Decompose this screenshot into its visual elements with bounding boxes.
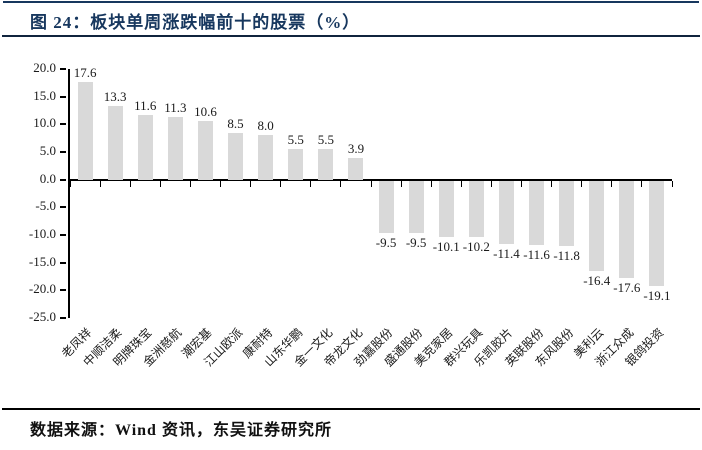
- y-axis-tick: [60, 289, 66, 292]
- bar-value-label: 10.6: [194, 104, 217, 119]
- bar-value-label: 5.5: [317, 132, 334, 148]
- y-axis-tick-label: 20.0: [33, 60, 56, 75]
- x-axis-tick: [490, 180, 492, 187]
- figure-title: 图 24：板块单周涨跌幅前十的股票（%）: [30, 13, 361, 32]
- x-axis-tick: [189, 180, 191, 187]
- x-axis-tick: [69, 180, 71, 187]
- y-axis-tick-label: 10.0: [33, 115, 56, 131]
- bar: [77, 82, 93, 180]
- title-divider: [2, 35, 700, 37]
- bar: [318, 149, 334, 180]
- bar-value-label: 8.0: [257, 118, 274, 134]
- bar: [288, 149, 304, 180]
- x-axis-tick: [159, 180, 161, 187]
- x-axis-tick: [220, 180, 221, 187]
- bar-value-label: -16.4: [583, 273, 611, 289]
- y-axis-tick-label: -10.0: [28, 226, 56, 241]
- bar-value-label: 3.9: [347, 141, 365, 157]
- y-axis-tick: [60, 317, 66, 319]
- bar-chart: 17.6 13.3 11.6 11.3 10.6 8.5 8.0 5.5 5.5 3.9 -9.5-…: [0, 38, 702, 406]
- bar-value-label: 11.6: [134, 98, 157, 114]
- bar-value-label: 8.5: [227, 115, 244, 131]
- bar: [228, 132, 244, 180]
- bar: [649, 180, 665, 287]
- bar-value-label: -10.1: [432, 238, 460, 254]
- y-axis-tick: [60, 206, 66, 209]
- bar: [197, 121, 213, 180]
- x-axis-tick: [250, 180, 252, 187]
- data-source: 数据来源：Wind 资讯，东吴证券研究所: [30, 422, 332, 439]
- bar: [107, 106, 123, 180]
- x-axis-tick: [129, 180, 131, 187]
- x-axis-tick: [671, 180, 673, 187]
- x-axis-tick: [430, 180, 432, 187]
- x-axis-tick: [641, 180, 643, 187]
- y-axis-tick: [60, 123, 66, 126]
- x-axis-tick: [551, 180, 553, 187]
- bar-value-label: -9.5: [375, 235, 397, 251]
- bar: [408, 180, 424, 234]
- bar: [167, 117, 183, 180]
- x-axis-tick: [460, 180, 462, 187]
- y-axis-tick: [60, 95, 66, 98]
- x-axis-tick: [340, 180, 342, 187]
- footer-divider: [2, 408, 700, 410]
- bar-value-label: 11.3: [164, 100, 187, 116]
- x-axis-line: [70, 178, 672, 181]
- bar-value-label: 17.6: [73, 65, 97, 81]
- bar: [348, 158, 364, 180]
- bar: [258, 135, 274, 180]
- x-axis-tick: [611, 180, 613, 187]
- bar-value-label: -11.4: [493, 245, 520, 261]
- x-axis-tick: [310, 180, 312, 187]
- x-axis-tick: [400, 180, 402, 187]
- bar-value-label: -10.2: [462, 239, 490, 255]
- y-axis-tick-label: 5.0: [39, 143, 56, 158]
- bar: [468, 180, 484, 238]
- bar: [498, 180, 514, 244]
- y-axis-tick: [60, 68, 66, 70]
- bar-value-label: -9.5: [405, 235, 427, 251]
- plot-area: 17.6 13.3 11.6 11.3 10.6 8.5 8.0 5.5 5.5 3.9 -9.5-…: [68, 65, 673, 318]
- x-axis-tick: [581, 180, 583, 187]
- top-rule: [3, 1, 699, 3]
- x-axis-tick: [280, 180, 282, 187]
- bar-value-label: -11.6: [523, 246, 550, 262]
- bar: [529, 180, 545, 245]
- bar-value-label: -19.1: [643, 288, 671, 304]
- y-axis-tick: [60, 261, 66, 264]
- y-axis-tick-label: -15.0: [28, 253, 56, 269]
- y-axis-tick: [60, 178, 66, 181]
- bar: [137, 115, 153, 180]
- bar-value-label: -11.8: [553, 247, 580, 263]
- x-axis-tick: [99, 180, 101, 187]
- bar-value-label: 5.5: [287, 132, 304, 148]
- y-axis-tick: [60, 151, 66, 153]
- x-axis-tick: [370, 180, 372, 187]
- x-axis-tick: [521, 180, 522, 187]
- bar: [438, 180, 454, 237]
- bar: [589, 180, 605, 272]
- y-axis-tick-label: -5.0: [35, 198, 56, 214]
- bar: [378, 180, 394, 234]
- bar-value-label: -17.6: [613, 280, 641, 296]
- y-axis-tick-label: 15.0: [33, 87, 56, 103]
- y-axis-tick-label: -25.0: [28, 309, 56, 324]
- y-axis-tick: [60, 234, 66, 236]
- bar: [619, 180, 635, 279]
- y-axis-tick-label: 0.0: [39, 170, 56, 186]
- bar-value-label: 13.3: [103, 89, 127, 105]
- bar: [559, 180, 575, 246]
- y-axis-tick-label: -20.0: [28, 281, 56, 297]
